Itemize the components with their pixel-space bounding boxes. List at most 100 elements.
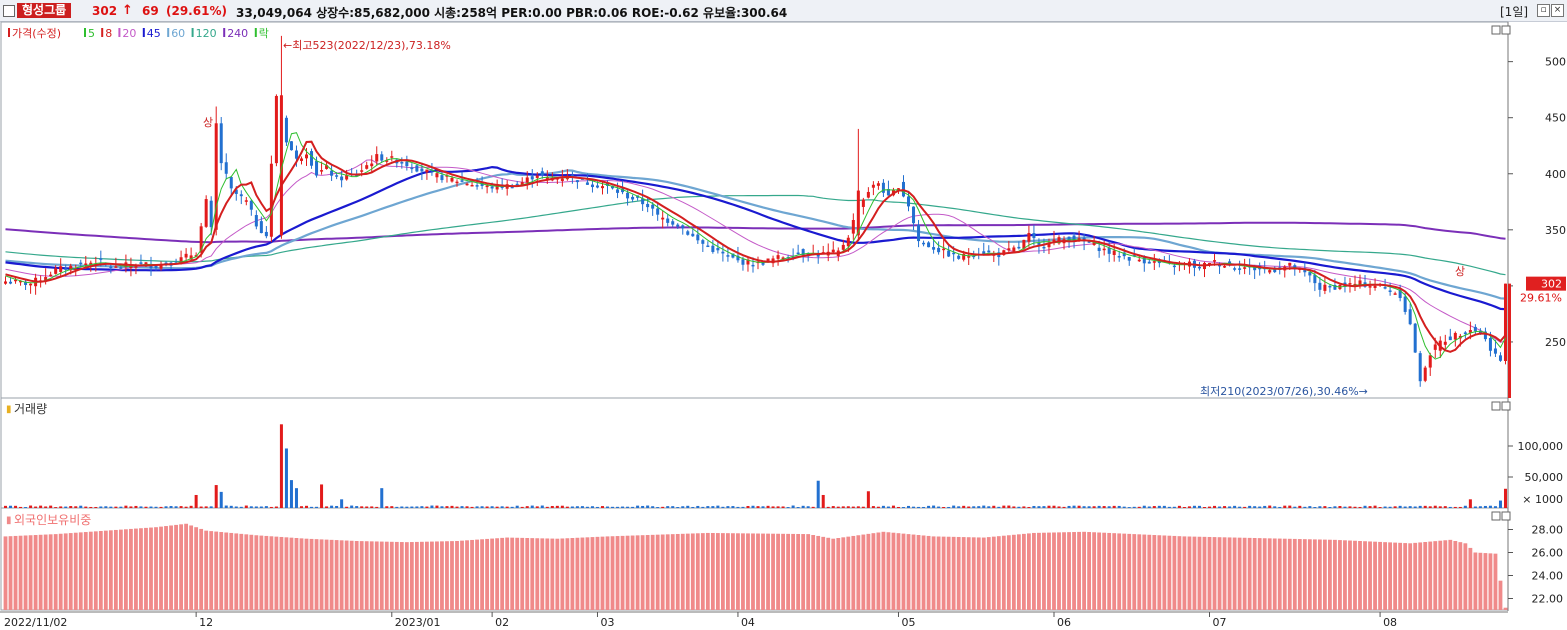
foreign-bar <box>1072 532 1076 610</box>
foreign-bar <box>801 534 806 610</box>
volume-bar <box>415 506 419 508</box>
foreign-bar <box>359 541 364 610</box>
volume-bar <box>590 506 594 508</box>
candle-body <box>1488 338 1492 351</box>
candle-body <box>229 176 233 189</box>
candle-body <box>681 225 685 229</box>
volume-bar <box>1463 505 1467 508</box>
legend-item: 8 <box>105 27 112 40</box>
volume-bar <box>1022 506 1026 508</box>
candle-body <box>1022 239 1026 249</box>
volume-bar <box>390 506 394 508</box>
foreign-bar <box>1167 535 1172 610</box>
volume-bar <box>741 506 745 508</box>
candle-body <box>1032 233 1036 239</box>
restore-icon[interactable]: ▫ <box>1537 4 1550 17</box>
candle-body <box>74 268 78 270</box>
candle-body <box>154 265 158 269</box>
volume-bar <box>866 491 870 508</box>
volume-bar <box>1052 505 1056 508</box>
foreign-bar <box>309 538 314 610</box>
foreign-bar <box>1152 535 1157 610</box>
period-selector[interactable]: [1일] <box>1500 5 1529 19</box>
candle-body <box>741 259 745 265</box>
candle-body <box>1223 266 1227 268</box>
volume-bar <box>666 506 670 508</box>
foreign-bar <box>1122 533 1127 610</box>
stock-name[interactable]: 형성그룹 <box>17 3 72 18</box>
foreign-bar <box>660 534 665 610</box>
volume-bar <box>821 494 825 508</box>
foreign-bar <box>1182 536 1187 610</box>
x-tick-label: 07 <box>1213 616 1227 629</box>
candle-body <box>370 163 374 167</box>
volume-bar <box>545 506 549 508</box>
volume-bar <box>274 506 278 508</box>
volume-bar <box>189 505 193 508</box>
close-icon[interactable]: × <box>1551 4 1564 17</box>
candle-body <box>1117 256 1121 258</box>
candle-body <box>917 224 921 242</box>
volume-bar <box>1017 506 1021 508</box>
foreign-bar <box>149 527 153 610</box>
panel-max-icon <box>1491 25 1501 35</box>
foreign-bar <box>710 533 715 610</box>
checkbox[interactable] <box>3 5 15 17</box>
candle-body <box>330 170 334 176</box>
candle-body <box>676 224 680 227</box>
volume-bar <box>881 505 885 508</box>
volume-bar <box>967 506 971 508</box>
volume-bar <box>937 506 941 508</box>
volume-bar <box>1493 506 1497 508</box>
volume-bar <box>59 506 63 508</box>
candle-body <box>1042 246 1046 249</box>
volume-bar <box>871 506 875 508</box>
foreign-bar <box>1202 536 1207 610</box>
candle-body <box>239 194 243 197</box>
foreign-bar <box>23 535 28 610</box>
foreign-bar <box>1232 537 1237 610</box>
foreign-bar <box>1117 533 1122 610</box>
foreign-bar <box>118 529 123 610</box>
candle-body <box>294 150 298 159</box>
volume-bar <box>706 506 710 508</box>
volume-bar <box>691 506 695 508</box>
volume-bar <box>264 506 268 508</box>
volume-bar <box>305 505 309 508</box>
x-tick-label: 2022/11/02 <box>4 616 67 629</box>
foreign-bar <box>445 541 449 610</box>
volume-bar <box>716 505 720 508</box>
candle-body <box>475 185 479 187</box>
foreign-bar <box>1393 542 1398 610</box>
foreign-bar <box>159 526 163 610</box>
x-axis-area <box>0 611 1567 630</box>
candle-body <box>942 248 946 251</box>
foreign-bar <box>475 539 479 610</box>
volume-bar <box>651 506 655 508</box>
foreign-bar <box>705 532 710 610</box>
candle-body <box>616 189 620 193</box>
candle-body <box>345 175 349 180</box>
volume-bar <box>440 506 444 508</box>
candle-body <box>1077 238 1081 240</box>
volume-bar <box>606 506 610 508</box>
volume-bar <box>761 506 765 508</box>
foreign-bar <box>665 534 670 610</box>
candle-body <box>49 274 53 277</box>
volume-bar <box>510 506 514 508</box>
candle-body <box>726 255 730 257</box>
candle-body <box>99 258 103 260</box>
candle-body <box>1373 285 1377 288</box>
candle-body <box>274 95 278 164</box>
candle-body <box>1107 247 1111 254</box>
volume-bar <box>14 505 18 508</box>
candle-body <box>621 188 625 193</box>
volume-bar <box>1403 506 1407 508</box>
price-tick-label: 450 <box>1545 112 1566 125</box>
candle-body <box>1137 259 1141 262</box>
volume-bar <box>1002 505 1006 508</box>
candle-body <box>866 191 870 198</box>
volume-bar <box>470 506 474 508</box>
foreign-bar <box>1027 533 1031 610</box>
candle-body <box>84 263 88 265</box>
